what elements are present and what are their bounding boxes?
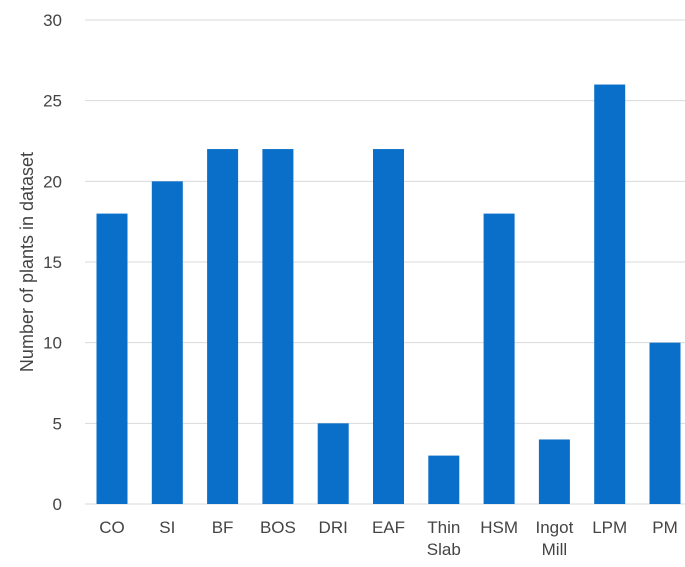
bar-ingot-mill <box>538 439 570 504</box>
bar-pm <box>649 342 681 504</box>
x-tick-label: Thin Slab <box>427 518 461 559</box>
bar-thin-slab <box>428 455 460 504</box>
x-tick-label: SI <box>159 518 175 537</box>
y-tick-label: 10 <box>43 334 62 353</box>
y-tick-label: 0 <box>53 495 62 514</box>
x-tick-label: HSM <box>480 518 518 537</box>
x-tick-label: DRI <box>319 518 348 537</box>
bar-bos <box>262 149 294 505</box>
bars <box>96 84 681 505</box>
bar-si <box>151 181 183 505</box>
category-labels: CO SI BF BOS DRI EAF Thin Slab HSM Ingot Mill LPM PM <box>99 518 678 559</box>
y-tick-labels: 0 5 10 15 20 25 30 <box>43 11 62 514</box>
x-tick-label: EAF <box>372 518 405 537</box>
bar-lpm <box>594 84 626 505</box>
y-tick-label: 25 <box>43 92 62 111</box>
y-axis-title: Number of plants in dataset <box>17 152 37 372</box>
x-tick-label: LPM <box>592 518 627 537</box>
y-tick-label: 30 <box>43 11 62 30</box>
bar-hsm <box>483 213 515 504</box>
bar-eaf <box>373 149 404 505</box>
bar-dri <box>317 423 349 504</box>
x-tick-label: BOS <box>260 518 296 537</box>
bar-bf <box>207 149 239 505</box>
y-tick-label: 15 <box>43 253 62 272</box>
x-tick-label: Ingot Mill <box>535 518 573 559</box>
bar-co <box>96 213 128 504</box>
x-tick-label: BF <box>212 518 234 537</box>
x-tick-label: CO <box>99 518 125 537</box>
x-tick-label: PM <box>652 518 678 537</box>
y-tick-label: 5 <box>53 414 62 433</box>
y-tick-label: 20 <box>43 172 62 191</box>
